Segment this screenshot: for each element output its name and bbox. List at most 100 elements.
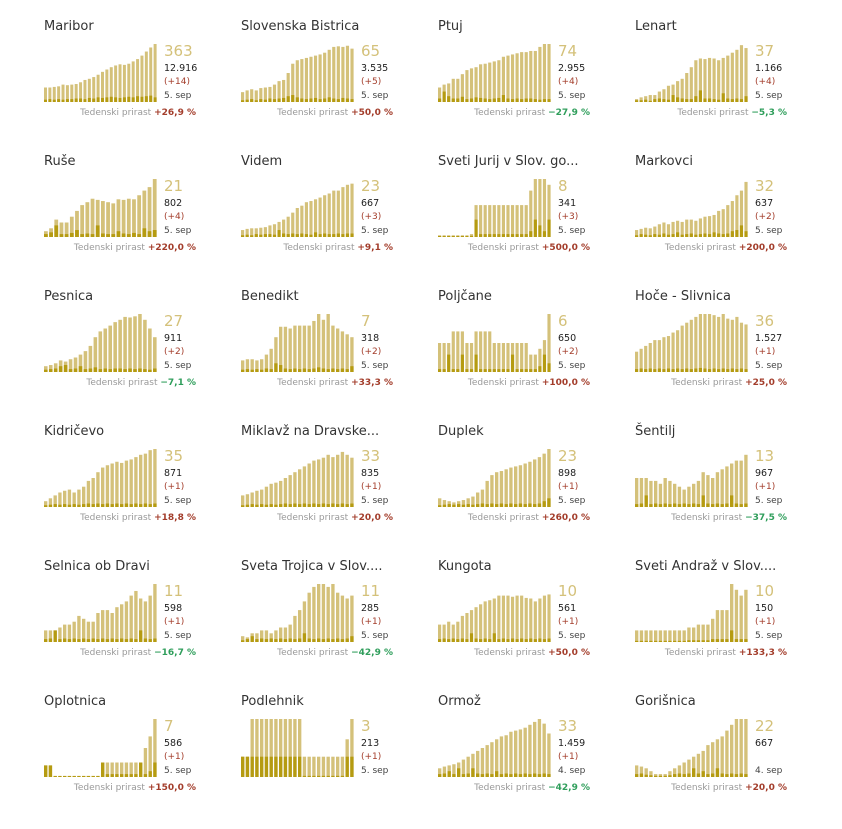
- new-case-bar: [649, 640, 653, 642]
- municipality-card[interactable]: Ruše 21 802 (+4) 5. sep Tedenski prirast +220…: [44, 154, 234, 289]
- municipality-card[interactable]: Sveti Jurij v Slov. go... 8 341 (+3) 5. sep T…: [438, 154, 628, 289]
- new-case-bar: [309, 98, 313, 102]
- municipality-card[interactable]: Videm 23 667 (+3) 5. sep Tedenski prirast +9,…: [241, 154, 431, 289]
- active-bar: [744, 454, 748, 507]
- active-bar: [663, 478, 667, 507]
- new-case-bar: [499, 503, 504, 507]
- municipality-card[interactable]: Maribor 363 12.916 (+14) 5. sep Tedenski prir…: [44, 19, 234, 154]
- municipality-card[interactable]: Slovenska Bistrica 65 3.535 (+5) 5. sep Teden…: [241, 19, 431, 154]
- active-bar: [515, 343, 519, 372]
- active-bar: [272, 224, 277, 237]
- active-bar: [80, 205, 85, 237]
- active-bar: [717, 210, 721, 237]
- active-bar: [504, 735, 508, 777]
- active-bar: [115, 607, 119, 642]
- active-bar: [302, 325, 307, 372]
- active-bar: [345, 184, 350, 237]
- active-bar: [340, 331, 345, 372]
- active-bar: [245, 359, 250, 372]
- municipality-card[interactable]: Markovci 32 637 (+2) 5. sep Tedenski prirast …: [635, 154, 825, 289]
- municipality-card[interactable]: Selnica ob Dravi 11 598 (+1) 5. sep Tedenski …: [44, 559, 234, 694]
- new-case-bar: [148, 369, 152, 372]
- new-case-bar: [269, 756, 273, 777]
- new-case-bar: [327, 234, 331, 237]
- municipality-card[interactable]: Oplotnica 7 586 (+1) 5. sep Tedenski prirast …: [44, 694, 234, 829]
- new-case-bar: [129, 774, 133, 777]
- active-bar: [485, 480, 489, 507]
- active-bar: [668, 480, 672, 507]
- new-case-bar: [263, 234, 267, 237]
- municipality-card[interactable]: Poljčane 6 650 (+2) 5. sep Tedenski prirast +…: [438, 289, 628, 424]
- total-cases: 1.527: [755, 333, 783, 344]
- new-case-bar: [698, 234, 702, 237]
- active-cases: 7: [164, 717, 174, 735]
- new-case-bar: [460, 354, 464, 372]
- new-case-bar: [82, 638, 86, 642]
- active-bar: [283, 719, 288, 777]
- municipality-card[interactable]: Ormož 33 1.459 (+1) 4. sep Tedenski prirast −…: [438, 694, 628, 829]
- new-cases: (+3): [558, 212, 579, 222]
- municipality-name: Ruše: [44, 154, 76, 169]
- active-bar: [547, 449, 551, 507]
- active-bar: [703, 314, 707, 372]
- municipality-card[interactable]: Miklavž na Dravske... 33 835 (+1) 5. sep Tede…: [241, 424, 431, 559]
- new-case-bar: [730, 495, 734, 507]
- total-cases: 637: [755, 198, 774, 209]
- active-bar: [341, 187, 345, 237]
- new-case-bar: [350, 233, 354, 237]
- active-bar: [120, 762, 124, 777]
- active-bar: [295, 60, 299, 102]
- new-case-bar: [110, 638, 114, 642]
- municipality-card[interactable]: Podlehnik 3 213 (+1) 5. sep: [241, 694, 431, 829]
- active-bar: [680, 325, 684, 372]
- date-label: 4. sep: [558, 766, 586, 776]
- active-bar: [469, 610, 474, 642]
- active-bar: [279, 627, 283, 642]
- new-case-bar: [153, 97, 157, 102]
- municipality-card[interactable]: Gorišnica 22 667 4. sep Tedenski prirast +20…: [635, 694, 825, 829]
- active-bar: [70, 84, 74, 102]
- municipality-card[interactable]: Kungota 10 561 (+1) 5. sep Tedenski prirast +…: [438, 559, 628, 694]
- new-case-bar: [739, 773, 743, 777]
- new-case-bar: [279, 638, 283, 642]
- municipality-card[interactable]: Benedikt 7 318 (+2) 5. sep Tedenski prirast +…: [241, 289, 431, 424]
- municipality-card[interactable]: Sveti Andraž v Slov.... 10 150 (+1) 5. sep Te…: [635, 559, 825, 694]
- municipality-card[interactable]: Šentilj 13 967 (+1) 5. sep Tedenski prirast −…: [635, 424, 825, 559]
- new-cases: (+1): [558, 752, 579, 762]
- municipality-card[interactable]: Sveta Trojica v Slov.... 11 285 (+1) 5. sep T…: [241, 559, 431, 694]
- weekly-growth: Tedenski prirast +220,0 %: [74, 243, 196, 253]
- active-bar: [744, 324, 748, 372]
- total-cases: 1.459: [558, 738, 586, 749]
- new-case-bar: [456, 98, 460, 102]
- municipality-card[interactable]: Ptuj 74 2.955 (+4) 5. sep Tedenski prirast −2…: [438, 19, 628, 154]
- active-bar: [110, 613, 114, 642]
- new-case-bar: [255, 756, 259, 777]
- active-bar: [241, 636, 245, 642]
- active-bar: [323, 195, 327, 237]
- date-label: 5. sep: [558, 91, 586, 101]
- active-bar: [123, 316, 127, 372]
- new-case-bar: [77, 639, 81, 642]
- municipality-card[interactable]: Lenart 37 1.166 (+4) 5. sep Tedenski prirast …: [635, 19, 825, 154]
- municipality-card[interactable]: Duplek 23 898 (+1) 5. sep Tedenski prirast +2…: [438, 424, 628, 559]
- municipality-card[interactable]: Kidričevo 35 871 (+1) 5. sep Tedenski prirast…: [44, 424, 234, 559]
- new-case-bar: [707, 369, 712, 372]
- active-bar: [63, 624, 67, 642]
- new-case-bar: [122, 97, 126, 102]
- weekly-growth-value: +260,0 %: [541, 513, 590, 523]
- active-bar: [134, 457, 138, 507]
- new-case-bar: [663, 640, 667, 642]
- municipality-card[interactable]: Hoče - Slivnica 36 1.527 (+1) 5. sep Tedenski…: [635, 289, 825, 424]
- new-case-bar: [153, 503, 157, 507]
- active-bar: [58, 492, 62, 507]
- municipality-card[interactable]: Pesnica 27 911 (+2) 5. sep Tedenski prirast −…: [44, 289, 234, 424]
- active-bar: [492, 205, 496, 237]
- new-case-bar: [323, 98, 327, 102]
- new-case-bar: [662, 369, 666, 372]
- new-case-bar: [263, 99, 267, 102]
- new-case-bar: [44, 369, 48, 372]
- new-case-bar: [671, 95, 675, 102]
- new-case-bar: [153, 368, 157, 372]
- weekly-growth: Tedenski prirast +500,0 %: [468, 243, 590, 253]
- active-bar: [653, 95, 657, 102]
